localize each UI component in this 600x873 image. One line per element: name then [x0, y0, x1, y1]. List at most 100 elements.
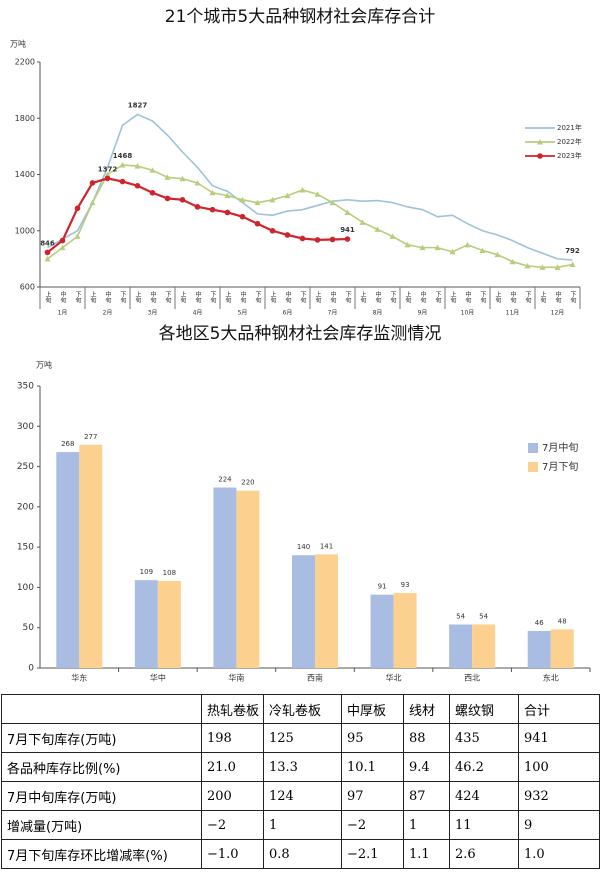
y-tick-label: 1000: [15, 226, 35, 235]
table-cell: 7月中旬库存(万吨): [1, 781, 202, 811]
point: [74, 205, 81, 212]
legend-label: 2023年: [557, 151, 582, 160]
table-cell: 13.3: [263, 752, 342, 782]
legend-label: 7月下旬: [542, 460, 578, 473]
y-tick-label: 0: [28, 664, 34, 674]
x-tick-label: 东北: [543, 673, 559, 683]
x-tick-label: 上旬: [134, 290, 141, 304]
bar: [527, 630, 551, 668]
table-cell: 124: [263, 781, 342, 811]
point: [344, 209, 351, 215]
legend-marker: [537, 153, 543, 159]
bar: [213, 487, 237, 668]
x-tick-label: 中旬: [194, 290, 201, 304]
table-row: 7月中旬库存(万吨) 200 124 97 87 424 932: [1, 781, 600, 811]
x-tick-label: 上旬: [224, 290, 231, 304]
y-tick-label: 1400: [15, 170, 35, 179]
data-label: 109: [140, 568, 153, 576]
point: [539, 264, 546, 270]
point: [269, 196, 276, 203]
point: [164, 195, 171, 202]
x-tick-label: 中旬: [284, 290, 291, 304]
x-tick-label: 华南: [228, 673, 244, 683]
table-cell: 1: [263, 810, 342, 840]
point: [239, 213, 246, 220]
table-row: 增减量(万吨) −2 1 −2 1 11 9: [1, 810, 600, 840]
data-label: 48: [558, 617, 567, 625]
month-label: 2月: [103, 310, 113, 317]
x-tick-label: 上旬: [179, 290, 186, 304]
data-label: 46: [535, 619, 544, 627]
bar: [550, 629, 574, 668]
month-label: 1月: [58, 310, 68, 317]
bar: [292, 555, 315, 668]
month-label: 12月: [551, 310, 565, 317]
point: [494, 251, 501, 258]
table-cell: −1.0: [201, 839, 264, 869]
table-cell: 7月下旬库存(万吨): [1, 723, 202, 753]
point: [194, 204, 201, 210]
x-tick-label: 西南: [307, 673, 323, 683]
point: [254, 199, 261, 206]
table-cell: 97: [341, 781, 404, 811]
x-tick-label: 中旬: [104, 290, 111, 304]
x-tick-label: 下旬: [119, 291, 126, 304]
point: [554, 264, 561, 270]
x-tick-label: 华北: [386, 673, 402, 683]
point: [179, 175, 186, 182]
point: [224, 209, 231, 216]
table-cell: 10.1: [341, 752, 404, 782]
y-tick-label: 150: [17, 543, 34, 553]
table-cell: 941: [518, 723, 600, 753]
point: [284, 192, 291, 199]
month-label: 11月: [506, 310, 520, 317]
point: [149, 167, 156, 173]
x-tick-label: 下旬: [344, 291, 351, 304]
point: [299, 186, 306, 193]
data-label: 141: [320, 542, 333, 550]
y-tick-label: 50: [23, 623, 35, 633]
data-label: 941: [340, 226, 355, 234]
month-label: 8月: [373, 310, 383, 317]
table-cell: 88: [403, 723, 450, 753]
table-cell: 1.1: [403, 839, 450, 869]
x-tick-label: 上旬: [494, 290, 501, 304]
point: [359, 219, 366, 225]
stock-line-chart: 21个城市5大品种钢材社会库存合计 万吨 600 1000 1400 1800 2200…: [10, 7, 582, 317]
point: [104, 171, 111, 177]
point: [524, 262, 531, 269]
table-cell: −2: [201, 810, 264, 840]
table-cell: 100: [518, 752, 600, 782]
table-cell: 424: [449, 781, 519, 811]
point: [434, 244, 441, 251]
month-label: 9月: [418, 310, 428, 317]
point: [149, 189, 156, 196]
x-tick-label: 华东: [71, 673, 87, 683]
stock-table: 热轧卷板 冷轧卷板 中厚板 线材 螺纹钢 合计 7月下旬库存(万吨) 198 125 95 88 43…: [1, 694, 600, 869]
data-label: 54: [479, 612, 488, 620]
table-cell: 冷轧卷板: [263, 694, 342, 724]
data-label: 54: [456, 612, 465, 620]
point: [89, 199, 96, 206]
x-tick-label: 中旬: [149, 290, 156, 304]
x-tick-label: 下旬: [479, 291, 486, 304]
table-cell: 0.8: [263, 839, 342, 869]
bar: [236, 490, 260, 668]
x-tick-label: 中旬: [509, 290, 516, 304]
series-line: [47, 113, 573, 261]
x-tick-label: 下旬: [74, 291, 81, 304]
table-cell: 435: [449, 723, 519, 753]
y-tick-label: 300: [17, 422, 34, 432]
data-label: 1827: [128, 101, 148, 109]
table-cell: 中厚板: [341, 694, 404, 724]
x-tick-label: 上旬: [269, 290, 276, 304]
bar: [315, 554, 338, 668]
x-tick-label: 中旬: [329, 290, 336, 304]
x-tick-label: 中旬: [59, 290, 66, 304]
point: [119, 178, 126, 185]
bar: [134, 580, 158, 668]
table-cell: −2.1: [341, 839, 404, 869]
table-cell: 线材: [403, 694, 450, 724]
table-cell: 1: [403, 810, 450, 840]
